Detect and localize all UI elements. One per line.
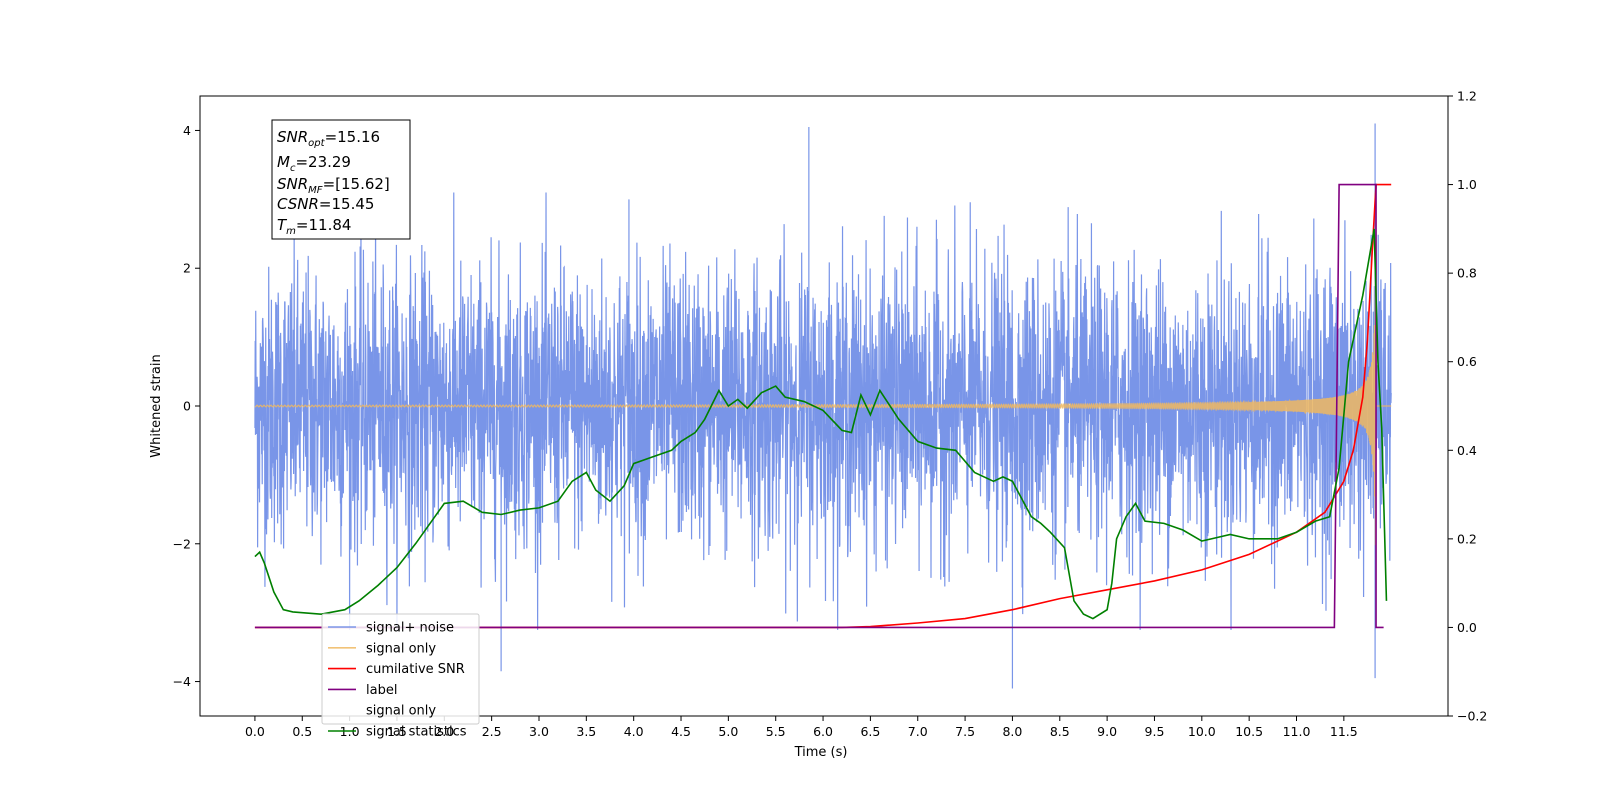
y-axis-label: Whitened strain (149, 354, 164, 457)
y2-tick-label: 1.0 (1457, 177, 1477, 192)
x-tick-label: 10.0 (1188, 724, 1216, 739)
y2-tick-label: 0.0 (1457, 620, 1477, 635)
y-tick-label: 0 (183, 399, 191, 414)
x-tick-label: 7.0 (908, 724, 928, 739)
legend-label: label (366, 683, 397, 698)
x-tick-label: 3.0 (529, 724, 549, 739)
x-tick-label: 6.5 (860, 724, 880, 739)
legend-label: signal statistics (366, 725, 467, 740)
x-tick-label: 9.0 (1097, 724, 1117, 739)
x-tick-label: 5.5 (766, 724, 786, 739)
series-label (254, 183, 1384, 629)
y2-tick-label: −0.2 (1457, 709, 1487, 724)
x-tick-label: 0.0 (245, 724, 265, 739)
series-signal-statistics (254, 228, 1388, 620)
annotation-csnr: CSNR=15.45 (277, 195, 374, 213)
y2-tick-label: 0.8 (1457, 266, 1477, 281)
y2-tick-label: 0.6 (1457, 354, 1477, 369)
x-tick-label: 11.5 (1330, 724, 1358, 739)
x-tick-label: 11.0 (1283, 724, 1311, 739)
annotation-snr-opt: SNRopt=15.16 (277, 128, 380, 149)
legend-entry: cumilative SNR (328, 662, 465, 677)
series-signal-only (254, 258, 1392, 546)
y-tick-label: 4 (183, 123, 191, 138)
series-layer (254, 123, 1392, 689)
x-tick-label: 2.0 (434, 724, 454, 739)
x-tick-label: 4.5 (671, 724, 691, 739)
x-tick-label: 3.5 (576, 724, 596, 739)
series-cumilative-snr (254, 183, 1392, 629)
legend-entry: signal only (328, 641, 436, 656)
legend-label: signal only (366, 641, 436, 656)
x-tick-label: 8.0 (1002, 724, 1022, 739)
x-tick-label: 2.5 (482, 724, 502, 739)
x-tick-label: 1.5 (387, 724, 407, 739)
x-axis: 0.0 0.5 1.0 1.5 2.0 2.5 3.0 3.5 4.0 4.5 5.0 5.5 6.0 6… (245, 716, 1358, 739)
x-tick-label: 7.5 (955, 724, 975, 739)
x-tick-label: 6.0 (813, 724, 833, 739)
legend-label: signal only (366, 704, 436, 719)
x-tick-label: 9.5 (1145, 724, 1165, 739)
legend-entry: signal statistics (328, 725, 467, 740)
y2-tick-label: 1.2 (1457, 89, 1477, 104)
y-axis-left: −4 −2 0 2 4 (173, 123, 200, 689)
legend-entry: signal only (366, 704, 436, 719)
annotation-snr-mf: SNRMF=[15.62] (277, 175, 390, 196)
legend-label: cumilative SNR (366, 662, 465, 677)
y-tick-label: −2 (173, 536, 191, 551)
annotation-mc: Mc=23.29 (277, 153, 351, 174)
x-axis-label: Time (s) (794, 745, 848, 760)
legend-entry: signal+ noise (328, 621, 454, 636)
annotation-box: SNRopt=15.16 Mc=23.29 SNRMF=[15.62] CSNR… (271, 119, 411, 240)
y-tick-label: 2 (183, 261, 191, 276)
y2-tick-label: 0.2 (1457, 531, 1477, 546)
x-tick-label: 0.5 (292, 724, 312, 739)
annotation-tm: Tm=11.84 (277, 216, 351, 237)
legend-entry: label (328, 683, 397, 698)
x-tick-label: 4.0 (624, 724, 644, 739)
x-tick-label: 10.5 (1235, 724, 1263, 739)
legend: signal+ noise signal only cumilative SNR la… (321, 613, 480, 740)
y-axis-right: −0.2 0.0 0.2 0.4 0.6 0.8 1.0 1.2 (1448, 89, 1487, 724)
y-tick-label: −4 (173, 674, 191, 689)
x-tick-label: 5.0 (718, 724, 738, 739)
y2-tick-label: 0.4 (1457, 443, 1477, 458)
legend-label: signal+ noise (366, 621, 454, 636)
x-tick-label: 8.5 (1050, 724, 1070, 739)
